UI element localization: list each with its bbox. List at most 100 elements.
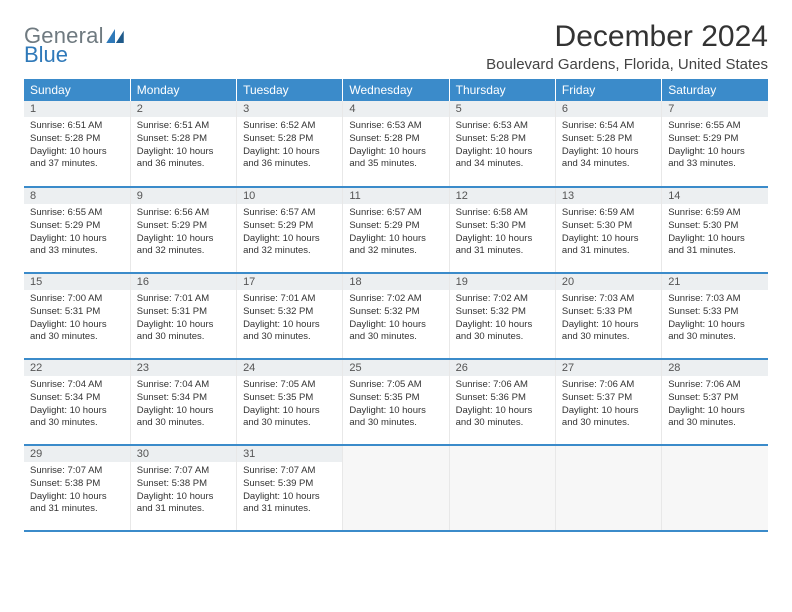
day-body: Sunrise: 7:04 AMSunset: 5:34 PMDaylight:… — [24, 376, 130, 434]
sunset-line: Sunset: 5:28 PM — [562, 133, 655, 146]
day-body: Sunrise: 7:02 AMSunset: 5:32 PMDaylight:… — [343, 290, 448, 348]
sunset-line: Sunset: 5:30 PM — [562, 220, 655, 233]
calendar-cell: 24Sunrise: 7:05 AMSunset: 5:35 PMDayligh… — [237, 359, 343, 445]
sunset-line: Sunset: 5:32 PM — [349, 306, 442, 319]
calendar-cell: 3Sunrise: 6:52 AMSunset: 5:28 PMDaylight… — [237, 101, 343, 187]
day-body: Sunrise: 7:07 AMSunset: 5:38 PMDaylight:… — [131, 462, 236, 520]
sunrise-line: Sunrise: 6:53 AM — [349, 120, 442, 133]
day-header: Tuesday — [237, 79, 343, 101]
sunrise-line: Sunrise: 7:01 AM — [137, 293, 230, 306]
calendar-cell: 10Sunrise: 6:57 AMSunset: 5:29 PMDayligh… — [237, 187, 343, 273]
daylight-line: Daylight: 10 hours and 31 minutes. — [668, 233, 762, 259]
sunset-line: Sunset: 5:36 PM — [456, 392, 549, 405]
day-number: 3 — [237, 101, 342, 117]
daylight-line: Daylight: 10 hours and 30 minutes. — [562, 405, 655, 431]
sunrise-line: Sunrise: 7:06 AM — [668, 379, 762, 392]
sunrise-line: Sunrise: 7:07 AM — [243, 465, 336, 478]
calendar-cell: 19Sunrise: 7:02 AMSunset: 5:32 PMDayligh… — [449, 273, 555, 359]
calendar-cell: 28Sunrise: 7:06 AMSunset: 5:37 PMDayligh… — [662, 359, 768, 445]
sunrise-line: Sunrise: 6:54 AM — [562, 120, 655, 133]
day-body: Sunrise: 6:58 AMSunset: 5:30 PMDaylight:… — [450, 204, 555, 262]
day-body: Sunrise: 6:51 AMSunset: 5:28 PMDaylight:… — [131, 117, 236, 175]
calendar-cell: 30Sunrise: 7:07 AMSunset: 5:38 PMDayligh… — [130, 445, 236, 531]
day-body: Sunrise: 6:51 AMSunset: 5:28 PMDaylight:… — [24, 117, 130, 175]
sunset-line: Sunset: 5:39 PM — [243, 478, 336, 491]
sunset-line: Sunset: 5:34 PM — [30, 392, 124, 405]
sunset-line: Sunset: 5:38 PM — [30, 478, 124, 491]
sunset-line: Sunset: 5:32 PM — [456, 306, 549, 319]
sunset-line: Sunset: 5:34 PM — [137, 392, 230, 405]
calendar-cell: 15Sunrise: 7:00 AMSunset: 5:31 PMDayligh… — [24, 273, 130, 359]
calendar-cell: 26Sunrise: 7:06 AMSunset: 5:36 PMDayligh… — [449, 359, 555, 445]
day-number: 20 — [556, 274, 661, 290]
calendar-cell: 4Sunrise: 6:53 AMSunset: 5:28 PMDaylight… — [343, 101, 449, 187]
day-number: 12 — [450, 188, 555, 204]
sunrise-line: Sunrise: 6:52 AM — [243, 120, 336, 133]
day-body: Sunrise: 7:06 AMSunset: 5:37 PMDaylight:… — [556, 376, 661, 434]
daylight-line: Daylight: 10 hours and 35 minutes. — [349, 146, 442, 172]
day-number: 17 — [237, 274, 342, 290]
calendar-cell: 21Sunrise: 7:03 AMSunset: 5:33 PMDayligh… — [662, 273, 768, 359]
calendar-cell: 25Sunrise: 7:05 AMSunset: 5:35 PMDayligh… — [343, 359, 449, 445]
sunset-line: Sunset: 5:33 PM — [562, 306, 655, 319]
daylight-line: Daylight: 10 hours and 30 minutes. — [137, 405, 230, 431]
sunrise-line: Sunrise: 6:59 AM — [668, 207, 762, 220]
sunset-line: Sunset: 5:29 PM — [349, 220, 442, 233]
day-body: Sunrise: 6:56 AMSunset: 5:29 PMDaylight:… — [131, 204, 236, 262]
sunset-line: Sunset: 5:33 PM — [668, 306, 762, 319]
daylight-line: Daylight: 10 hours and 30 minutes. — [349, 319, 442, 345]
calendar-cell: 8Sunrise: 6:55 AMSunset: 5:29 PMDaylight… — [24, 187, 130, 273]
sunset-line: Sunset: 5:31 PM — [30, 306, 124, 319]
calendar-cell: 13Sunrise: 6:59 AMSunset: 5:30 PMDayligh… — [555, 187, 661, 273]
day-body: Sunrise: 7:07 AMSunset: 5:39 PMDaylight:… — [237, 462, 342, 520]
sunrise-line: Sunrise: 6:55 AM — [668, 120, 762, 133]
daylight-line: Daylight: 10 hours and 32 minutes. — [243, 233, 336, 259]
calendar-cell: 5Sunrise: 6:53 AMSunset: 5:28 PMDaylight… — [449, 101, 555, 187]
day-number: 24 — [237, 360, 342, 376]
daylight-line: Daylight: 10 hours and 30 minutes. — [349, 405, 442, 431]
sunrise-line: Sunrise: 7:00 AM — [30, 293, 124, 306]
calendar-cell: 23Sunrise: 7:04 AMSunset: 5:34 PMDayligh… — [130, 359, 236, 445]
sunrise-line: Sunrise: 7:05 AM — [243, 379, 336, 392]
daylight-line: Daylight: 10 hours and 33 minutes. — [30, 233, 124, 259]
sunset-line: Sunset: 5:37 PM — [562, 392, 655, 405]
day-body: Sunrise: 6:53 AMSunset: 5:28 PMDaylight:… — [450, 117, 555, 175]
day-body: Sunrise: 7:07 AMSunset: 5:38 PMDaylight:… — [24, 462, 130, 520]
sunset-line: Sunset: 5:30 PM — [456, 220, 549, 233]
sunset-line: Sunset: 5:31 PM — [137, 306, 230, 319]
day-body: Sunrise: 6:53 AMSunset: 5:28 PMDaylight:… — [343, 117, 448, 175]
sunset-line: Sunset: 5:38 PM — [137, 478, 230, 491]
day-number: 9 — [131, 188, 236, 204]
sunrise-line: Sunrise: 6:59 AM — [562, 207, 655, 220]
day-number: 8 — [24, 188, 130, 204]
calendar-cell: 27Sunrise: 7:06 AMSunset: 5:37 PMDayligh… — [555, 359, 661, 445]
calendar-week-row: 15Sunrise: 7:00 AMSunset: 5:31 PMDayligh… — [24, 273, 768, 359]
calendar-cell: 16Sunrise: 7:01 AMSunset: 5:31 PMDayligh… — [130, 273, 236, 359]
calendar-week-row: 22Sunrise: 7:04 AMSunset: 5:34 PMDayligh… — [24, 359, 768, 445]
daylight-line: Daylight: 10 hours and 30 minutes. — [243, 319, 336, 345]
day-number: 21 — [662, 274, 768, 290]
day-body: Sunrise: 6:52 AMSunset: 5:28 PMDaylight:… — [237, 117, 342, 175]
sunrise-line: Sunrise: 7:01 AM — [243, 293, 336, 306]
logo-sail-icon — [106, 29, 124, 43]
month-title: December 2024 — [486, 20, 768, 54]
calendar-cell: 29Sunrise: 7:07 AMSunset: 5:38 PMDayligh… — [24, 445, 130, 531]
sunrise-line: Sunrise: 7:06 AM — [562, 379, 655, 392]
daylight-line: Daylight: 10 hours and 30 minutes. — [668, 319, 762, 345]
day-header: Monday — [130, 79, 236, 101]
day-number: 18 — [343, 274, 448, 290]
calendar-cell: 18Sunrise: 7:02 AMSunset: 5:32 PMDayligh… — [343, 273, 449, 359]
day-number: 13 — [556, 188, 661, 204]
calendar-cell: 2Sunrise: 6:51 AMSunset: 5:28 PMDaylight… — [130, 101, 236, 187]
day-body: Sunrise: 7:06 AMSunset: 5:37 PMDaylight:… — [662, 376, 768, 434]
logo-text-blue: Blue — [24, 45, 124, 66]
daylight-line: Daylight: 10 hours and 30 minutes. — [137, 319, 230, 345]
sunrise-line: Sunrise: 7:06 AM — [456, 379, 549, 392]
day-number: 22 — [24, 360, 130, 376]
day-body: Sunrise: 6:57 AMSunset: 5:29 PMDaylight:… — [237, 204, 342, 262]
day-body: Sunrise: 7:00 AMSunset: 5:31 PMDaylight:… — [24, 290, 130, 348]
day-number: 11 — [343, 188, 448, 204]
sunrise-line: Sunrise: 6:58 AM — [456, 207, 549, 220]
calendar-cell: 7Sunrise: 6:55 AMSunset: 5:29 PMDaylight… — [662, 101, 768, 187]
sunset-line: Sunset: 5:28 PM — [456, 133, 549, 146]
